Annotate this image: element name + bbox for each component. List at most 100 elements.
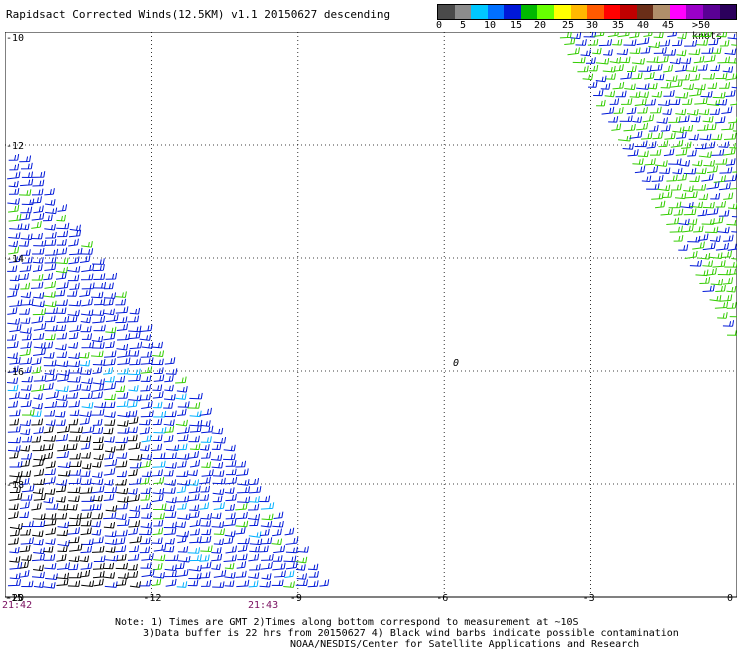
wind-barb bbox=[92, 358, 106, 366]
wind-barb bbox=[731, 44, 737, 46]
wind-barb bbox=[68, 460, 82, 467]
wind-barb bbox=[44, 223, 56, 231]
wind-barb bbox=[727, 243, 737, 251]
colorbar-segment bbox=[520, 5, 538, 19]
wind-barb bbox=[67, 527, 80, 535]
wind-barb bbox=[211, 521, 225, 528]
wind-barb bbox=[54, 289, 66, 297]
wind-barb bbox=[44, 315, 56, 323]
wind-barb bbox=[177, 502, 187, 510]
wind-barb bbox=[211, 454, 223, 461]
wind-barb bbox=[682, 124, 694, 132]
wind-barb bbox=[45, 488, 56, 495]
wind-barb bbox=[715, 72, 728, 80]
wind-barb bbox=[92, 418, 103, 426]
wind-barb bbox=[33, 292, 45, 299]
wind-barb bbox=[20, 341, 32, 349]
wind-barb bbox=[641, 175, 652, 183]
wind-barb bbox=[128, 442, 141, 450]
wind-barb bbox=[575, 39, 587, 46]
wind-barb bbox=[31, 553, 45, 562]
wind-barb bbox=[56, 562, 70, 570]
wind-barb bbox=[128, 394, 142, 402]
wind-barb bbox=[81, 298, 94, 307]
colorbar-segment bbox=[537, 5, 554, 19]
wind-barb bbox=[650, 106, 662, 114]
wind-barb bbox=[636, 37, 650, 46]
wind-barb bbox=[81, 273, 94, 281]
wind-barb bbox=[68, 571, 82, 579]
wind-barb bbox=[235, 511, 248, 520]
wind-barb bbox=[189, 425, 202, 433]
wind-map-plot[interactable]: -15 -12 -9 -6 -3 0 -10 -12 -14 -16 -18 -20 0 bbox=[5, 32, 737, 602]
wind-barb bbox=[44, 368, 55, 376]
wind-barb bbox=[696, 39, 709, 46]
wind-barb bbox=[200, 545, 213, 552]
wind-barb bbox=[690, 115, 701, 123]
wind-barb bbox=[187, 579, 199, 587]
wind-barb bbox=[201, 580, 212, 587]
wind-barb bbox=[8, 213, 22, 222]
wind-barb bbox=[683, 167, 697, 175]
colorbar-segment bbox=[669, 5, 687, 19]
wind-barb bbox=[33, 426, 44, 435]
wind-barb bbox=[57, 204, 68, 212]
wind-barb bbox=[163, 402, 174, 409]
wind-barb bbox=[43, 341, 54, 349]
wind-barb bbox=[567, 47, 580, 56]
wind-barb bbox=[92, 315, 106, 324]
wind-barb bbox=[637, 150, 649, 158]
wind-barb bbox=[248, 580, 259, 588]
wind-barb bbox=[697, 64, 708, 71]
wind-barb bbox=[21, 484, 35, 493]
wind-barb bbox=[283, 581, 295, 588]
wind-barb bbox=[564, 37, 576, 46]
wind-barb bbox=[593, 32, 605, 37]
wind-barb bbox=[103, 562, 115, 570]
wind-barb bbox=[127, 563, 138, 571]
wind-barb bbox=[116, 487, 129, 495]
wind-barb bbox=[55, 419, 66, 426]
wind-barb bbox=[702, 260, 714, 267]
wind-barb bbox=[199, 407, 212, 416]
wind-barb bbox=[225, 503, 235, 511]
wind-barb bbox=[68, 229, 82, 238]
colorbar-segment bbox=[603, 5, 621, 19]
wind-barb bbox=[102, 308, 115, 316]
wind-barb bbox=[141, 342, 154, 349]
wind-barb bbox=[189, 410, 202, 418]
wind-barb bbox=[56, 425, 71, 434]
wind-barb bbox=[6, 340, 19, 349]
wind-barb bbox=[56, 315, 70, 324]
wind-barb bbox=[139, 418, 151, 426]
wind-barb bbox=[609, 57, 622, 64]
wind-barb bbox=[91, 335, 104, 343]
wind-barb bbox=[176, 386, 188, 393]
wind-barb bbox=[697, 253, 711, 260]
wind-barb bbox=[654, 160, 668, 167]
wind-barb bbox=[582, 73, 594, 81]
wind-barb bbox=[55, 343, 67, 351]
wind-barb bbox=[68, 495, 80, 503]
wind-barb bbox=[127, 331, 141, 340]
wind-barb bbox=[92, 258, 105, 265]
wind-barb bbox=[21, 375, 33, 383]
colorbar-label: 10 bbox=[484, 20, 497, 31]
wind-barb bbox=[187, 479, 200, 486]
wind-barb bbox=[719, 294, 733, 302]
wind-barb bbox=[43, 382, 54, 391]
wind-barb bbox=[68, 299, 82, 307]
wind-barb bbox=[656, 55, 669, 64]
wind-barb bbox=[682, 98, 693, 105]
x-tick-label: -15 bbox=[5, 593, 23, 602]
wind-barb bbox=[104, 375, 115, 383]
wind-barb bbox=[141, 568, 155, 578]
wind-barb bbox=[677, 173, 688, 182]
wind-barb bbox=[129, 477, 142, 485]
wind-barb bbox=[164, 564, 177, 571]
wind-barb bbox=[189, 504, 200, 512]
wind-barb bbox=[670, 139, 684, 148]
colorbar-segment bbox=[553, 5, 571, 19]
wind-barb bbox=[140, 487, 151, 495]
wind-barb bbox=[685, 191, 698, 199]
